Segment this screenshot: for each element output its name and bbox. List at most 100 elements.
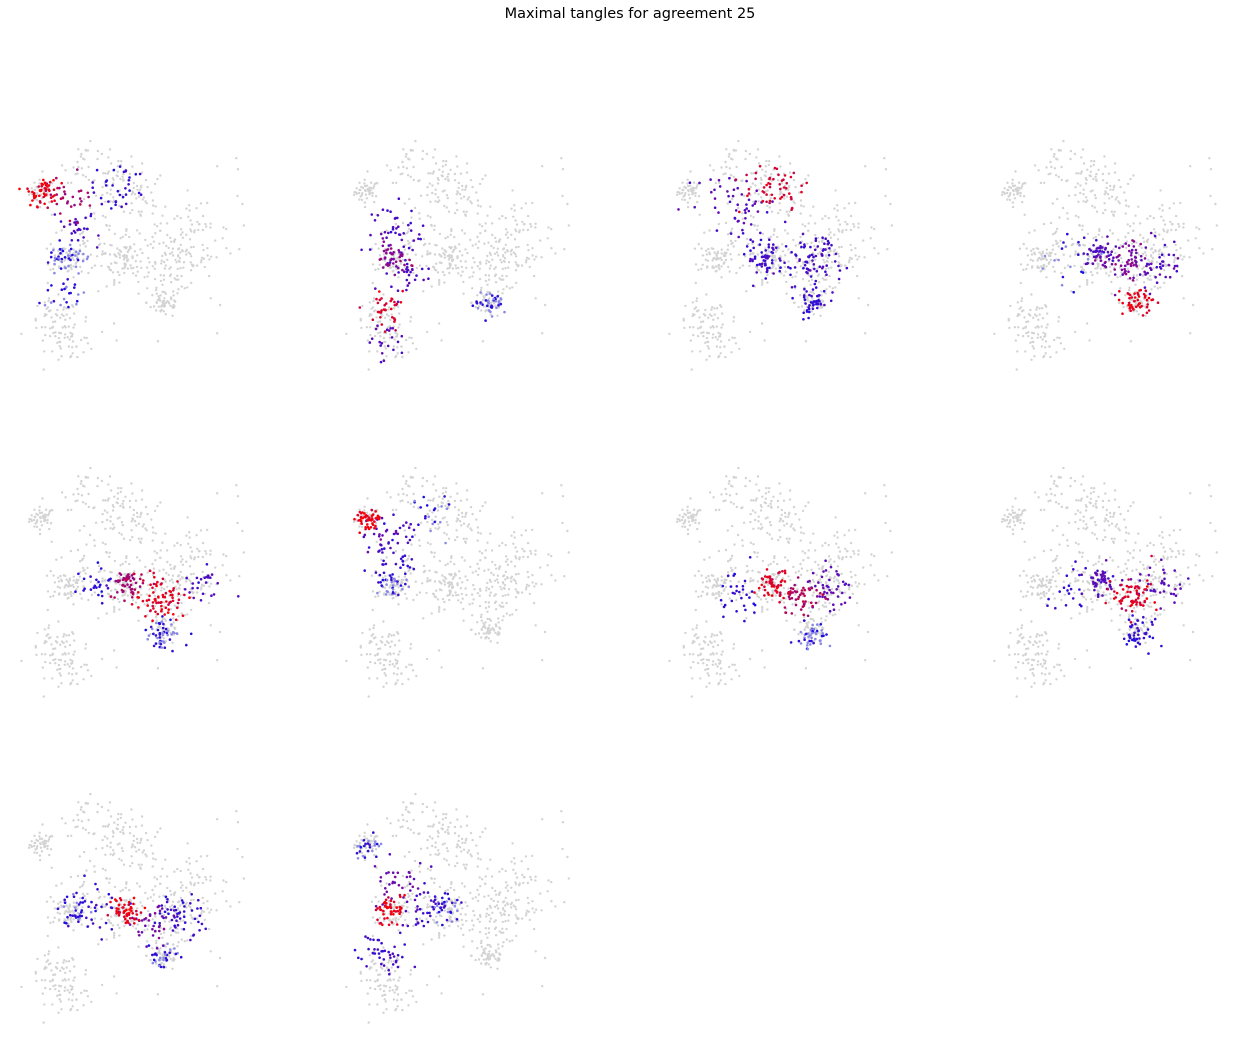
background-point [479,589,482,592]
background-point [1086,168,1089,171]
tangle-point [709,178,712,181]
background-point [702,335,705,338]
background-point [547,226,550,229]
background-point [1139,300,1142,303]
tangle-point [399,259,402,263]
background-point [145,593,149,596]
background-point [72,248,76,251]
background-point [111,271,115,274]
background-point [410,216,413,219]
background-point [358,508,361,511]
background-point [432,156,435,159]
tangle-point [152,582,156,586]
background-point [1060,271,1063,275]
tangle-point [1130,251,1133,254]
tangle-point [118,165,122,168]
background-point [838,223,842,226]
background-point [201,228,205,232]
background-point [421,157,424,161]
background-point [76,487,79,491]
tangle-point [152,591,155,594]
background-point [1147,258,1150,262]
background-point [395,661,399,665]
background-point [115,339,118,342]
background-point [720,248,723,251]
background-point [704,341,707,344]
background-point [164,205,167,208]
background-point [468,276,471,279]
background-point [845,223,849,226]
background-point [394,257,397,261]
background-point [799,235,802,239]
tangle-point [18,187,21,191]
background-point [857,226,860,229]
background-point [363,184,367,188]
background-point [65,578,68,581]
background-point [700,331,703,335]
background-point [398,639,401,642]
background-point [432,593,436,596]
background-point [1074,185,1077,189]
background-point [189,261,192,264]
background-point [527,248,530,252]
background-point [525,586,528,589]
background-point [471,287,474,290]
background-point [833,233,836,236]
background-point [1042,222,1046,226]
background-point [51,182,54,185]
tangle-point [1082,236,1086,239]
tangle-point [754,171,758,175]
tangle-point [768,182,772,186]
background-point [142,523,146,526]
background-point [77,165,80,169]
tangle-point [1109,253,1113,256]
background-point [428,252,432,255]
tangle-point [737,219,740,223]
background-point [71,346,74,349]
background-point [202,584,206,587]
background-point [426,214,430,217]
tangle-point [188,591,191,594]
background-point [389,645,392,648]
background-point [464,248,467,251]
background-point [716,250,719,253]
background-point [372,624,376,627]
background-point [539,239,542,242]
background-point [534,255,538,258]
tangle-point [1127,270,1130,274]
tangle-point [1133,296,1137,299]
background-point [431,499,435,502]
background-point [369,333,372,337]
background-point [809,214,812,217]
background-point [749,214,753,217]
background-point [427,499,430,502]
background-point [112,322,116,325]
tangle-point [85,257,89,261]
background-point [59,316,62,319]
background-point [810,310,813,313]
tangle-point [402,270,406,274]
background-point [236,194,239,198]
background-point [187,542,190,545]
tangle-point [815,302,818,306]
background-point [1089,270,1093,274]
background-point [397,166,400,169]
background-point [816,252,820,255]
background-point [368,301,371,304]
background-point [724,258,728,262]
background-point [487,274,491,277]
background-point [760,196,763,199]
background-point [168,252,172,255]
background-point [381,314,384,317]
background-point [419,521,423,524]
tangle-point [176,606,179,610]
background-point [116,175,120,178]
background-point [454,264,457,267]
background-point [1079,191,1082,195]
tangle-point [151,604,154,608]
background-point [1053,338,1056,342]
background-point [1134,283,1137,286]
background-point [1022,242,1025,246]
background-point [128,562,131,566]
background-point [365,511,369,514]
